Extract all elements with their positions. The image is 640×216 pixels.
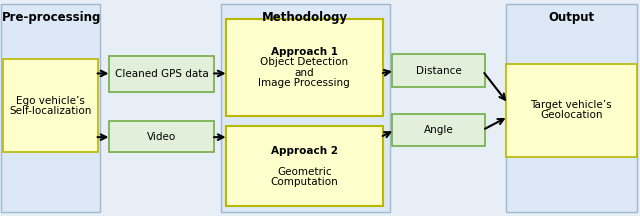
FancyBboxPatch shape [226,19,383,116]
FancyBboxPatch shape [3,59,98,152]
Text: Approach 1: Approach 1 [271,47,338,57]
Text: and: and [294,68,314,78]
Text: Pre-processing: Pre-processing [1,11,101,24]
Text: Self-localization: Self-localization [10,106,92,116]
Text: Computation: Computation [271,177,338,187]
FancyBboxPatch shape [226,126,383,206]
Text: Object Detection: Object Detection [260,57,348,67]
Text: Methodology: Methodology [262,11,348,24]
Text: Target vehicle’s: Target vehicle’s [531,100,612,110]
Text: Geolocation: Geolocation [540,110,602,120]
FancyBboxPatch shape [506,4,637,212]
Text: Approach 2: Approach 2 [271,146,338,156]
Text: Image Processing: Image Processing [259,78,350,88]
FancyBboxPatch shape [109,56,214,92]
FancyBboxPatch shape [221,4,390,212]
FancyBboxPatch shape [392,114,485,146]
Text: Video: Video [147,132,176,142]
Text: Cleaned GPS data: Cleaned GPS data [115,69,209,79]
Text: Ego vehicle’s: Ego vehicle’s [16,96,85,106]
Text: Distance: Distance [416,66,461,76]
Text: Geometric: Geometric [277,167,332,176]
FancyBboxPatch shape [392,54,485,87]
FancyBboxPatch shape [506,64,637,157]
FancyBboxPatch shape [109,121,214,152]
FancyBboxPatch shape [1,4,100,212]
Text: Output: Output [548,11,595,24]
Text: Angle: Angle [424,125,454,135]
